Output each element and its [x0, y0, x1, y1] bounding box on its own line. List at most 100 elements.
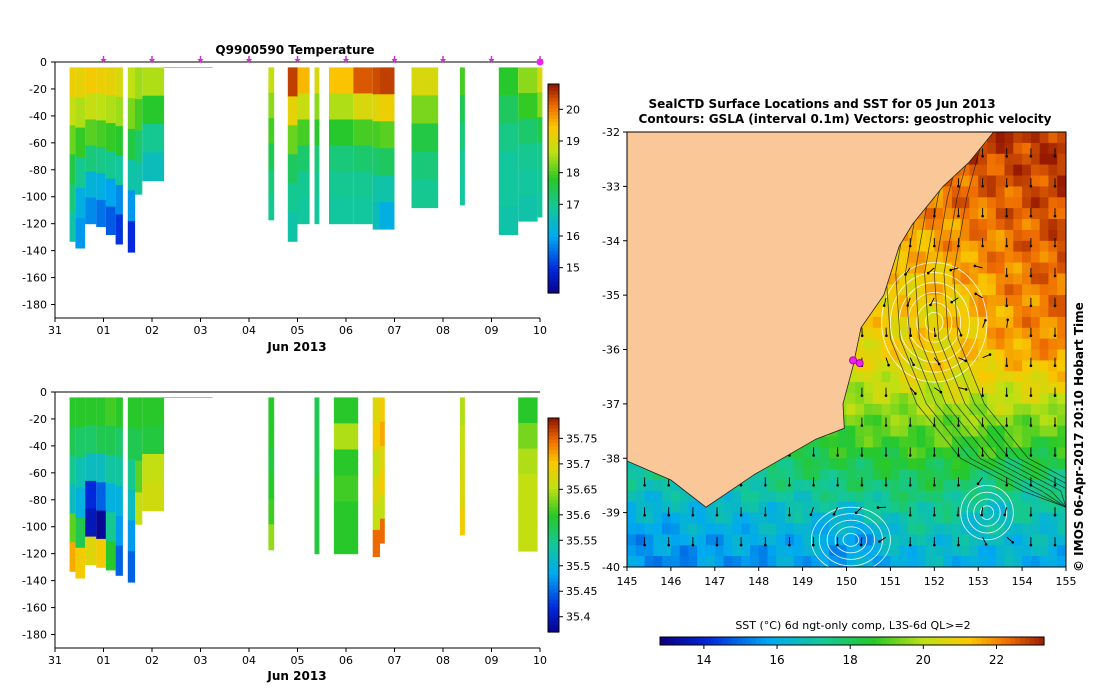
x-tick-label: 01: [97, 324, 111, 337]
sst-cell: [846, 458, 856, 470]
profile-cell: [314, 423, 320, 450]
velocity-vector-head: [878, 540, 881, 543]
sst-cell: [1022, 403, 1032, 416]
sst-colorbar-segment: [1039, 637, 1045, 645]
velocity-vector-head: [876, 506, 880, 509]
sst-colorbar-segment: [943, 637, 949, 645]
sst-cell: [978, 490, 988, 503]
sst-cell: [1022, 490, 1032, 503]
sst-cell: [978, 534, 988, 546]
profile-cell: [460, 397, 465, 426]
sst-cell: [1057, 186, 1066, 198]
profile-cell: [518, 195, 538, 222]
velocity-vector-head: [1003, 513, 1006, 517]
sst-cell: [688, 556, 698, 567]
sst-cell: [697, 534, 707, 546]
velocity-vector-head: [933, 214, 936, 218]
sst-cell: [811, 436, 821, 448]
profile-cell: [69, 426, 76, 456]
profile-column: [411, 67, 439, 209]
sst-cell: [1039, 197, 1050, 209]
sst-cell: [960, 403, 970, 416]
sst-cell: [855, 447, 865, 459]
x-tick-label: 09: [485, 324, 499, 337]
velocity-vector-head: [912, 363, 915, 367]
colorbar-segment: [548, 167, 559, 172]
sst-cell: [1066, 165, 1075, 177]
sst-cell: [811, 545, 821, 557]
sst-colorbar-segment: [880, 637, 887, 645]
sst-cell: [864, 371, 874, 383]
sst-cell: [881, 338, 891, 351]
sst-cell: [934, 523, 944, 535]
sst-cell: [1057, 458, 1066, 470]
colorbar-segment: [548, 247, 559, 252]
sst-cell: [1030, 153, 1041, 166]
velocity-vector-head: [1029, 454, 1033, 457]
sst-cell: [1013, 262, 1023, 274]
sst-cell: [872, 327, 883, 340]
sst-cell: [934, 403, 944, 416]
sst-cell: [908, 229, 918, 242]
sst-cell: [951, 534, 962, 546]
sst-cell: [934, 208, 944, 220]
profile-cell: [268, 143, 275, 170]
velocity-vector-head: [1005, 424, 1008, 427]
colorbar-segment: [548, 282, 559, 287]
velocity-vector-head: [1053, 334, 1057, 338]
sst-cell: [925, 229, 935, 242]
colorbar-segment: [548, 453, 559, 458]
velocity-vector-head: [908, 484, 912, 487]
sst-cell: [978, 338, 988, 351]
colorbar-segment: [548, 101, 559, 106]
sst-cell: [925, 425, 935, 438]
velocity-vector-head: [909, 574, 912, 577]
sst-cell: [793, 512, 804, 525]
sst-colorbar-segment: [736, 637, 743, 645]
sst-cell: [1022, 164, 1032, 177]
velocity-vector-head: [908, 424, 912, 427]
sst-cell: [749, 501, 760, 514]
colorbar-segment: [548, 188, 559, 193]
colorbar-segment: [548, 198, 559, 203]
sst-cell: [670, 490, 681, 503]
sst-cell: [864, 393, 874, 405]
profile-cell: [333, 527, 359, 555]
sst-cell: [1022, 284, 1032, 296]
sst-cell: [1039, 186, 1050, 198]
profile-cell: [69, 212, 76, 242]
sst-cell: [679, 545, 690, 557]
sst-colorbar-segment: [981, 637, 987, 645]
sst-cell: [785, 458, 795, 470]
sst-cell: [1004, 219, 1014, 231]
sst-cell: [1022, 327, 1032, 340]
sst-cell: [837, 447, 848, 459]
sst-cell: [1057, 393, 1066, 405]
sst-cell: [1013, 501, 1023, 514]
sst-colorbar-segment: [794, 637, 800, 645]
velocity-vector-head: [812, 484, 815, 487]
sst-cell: [934, 349, 944, 361]
sst-cell: [1048, 447, 1058, 459]
profile-cell: [268, 118, 275, 145]
sst-cell: [1013, 436, 1023, 448]
velocity-vector-head: [1053, 424, 1057, 427]
velocity-vector: [883, 297, 887, 306]
sst-cell: [925, 436, 935, 448]
sst-cell: [627, 501, 637, 514]
velocity-vector: [982, 536, 987, 545]
profile-cell: [96, 173, 106, 201]
sst-colorbar-segment: [780, 637, 786, 645]
sst-cell: [987, 338, 997, 351]
sst-cell: [1022, 208, 1032, 220]
velocity-vector-head: [981, 244, 984, 248]
map-x-tick-label: 146: [660, 575, 681, 588]
sst-cell: [987, 523, 997, 535]
sst-cell: [951, 338, 962, 351]
sst-cell: [872, 393, 883, 405]
sst-cell: [925, 458, 935, 470]
sst-cell: [943, 414, 953, 427]
profile-cell: [372, 529, 380, 557]
sst-cell: [899, 501, 909, 514]
profile-column: [105, 397, 116, 571]
